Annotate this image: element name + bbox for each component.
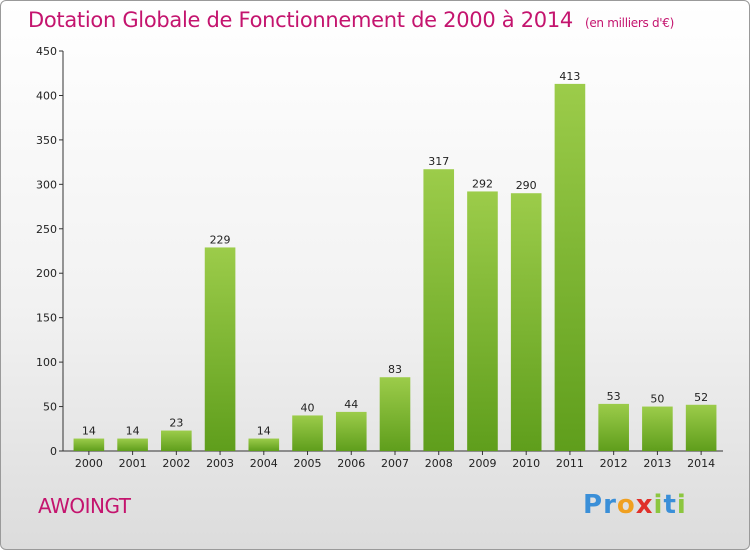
bar-value-label: 292 bbox=[472, 177, 493, 190]
bar-value-label: 14 bbox=[126, 425, 140, 438]
bar bbox=[467, 191, 498, 451]
y-tick-label: 150 bbox=[36, 312, 57, 325]
bar bbox=[685, 404, 717, 451]
y-tick-label: 450 bbox=[36, 45, 57, 58]
bar bbox=[510, 193, 542, 451]
title-text: Dotation Globale de Fonctionnement de 20… bbox=[28, 8, 573, 32]
y-tick-label: 0 bbox=[50, 445, 57, 458]
bar bbox=[161, 430, 192, 451]
y-tick-label: 400 bbox=[36, 89, 57, 102]
x-tick-label: 2012 bbox=[600, 457, 628, 470]
y-tick-label: 100 bbox=[36, 356, 57, 369]
x-tick-label: 2005 bbox=[294, 457, 322, 470]
bar bbox=[554, 83, 586, 451]
bar bbox=[73, 438, 105, 451]
x-tick-label: 2001 bbox=[119, 457, 147, 470]
logo-letter: t bbox=[663, 490, 677, 520]
bar bbox=[335, 411, 367, 451]
bar-value-label: 52 bbox=[694, 391, 708, 404]
x-tick-label: 2004 bbox=[250, 457, 278, 470]
chart-value-labels: 14 14 23 229 14 40 44 83 317 292 290 413 53 50 52 bbox=[82, 70, 708, 438]
bar bbox=[292, 415, 323, 451]
x-tick-label: 2006 bbox=[337, 457, 365, 470]
x-tick-label: 2007 bbox=[381, 457, 409, 470]
bar-value-label: 14 bbox=[82, 425, 96, 438]
bar bbox=[423, 169, 455, 451]
logo-letter: o bbox=[616, 490, 636, 520]
bar bbox=[204, 247, 236, 451]
bar-value-label: 53 bbox=[607, 390, 621, 403]
x-tick-label: 2000 bbox=[75, 457, 103, 470]
bar-value-label: 23 bbox=[169, 417, 183, 430]
chart-subtitle: (en milliers d'€) bbox=[584, 16, 674, 30]
bar-value-label: 317 bbox=[428, 155, 449, 168]
x-tick-label: 2003 bbox=[206, 457, 234, 470]
logo-letter: r bbox=[603, 490, 617, 520]
bar-value-label: 290 bbox=[516, 179, 537, 192]
bar-value-label: 229 bbox=[210, 233, 231, 246]
bar-value-label: 44 bbox=[344, 398, 358, 411]
bar-value-label: 40 bbox=[301, 401, 315, 414]
bar-value-label: 14 bbox=[257, 425, 271, 438]
x-tick-label: 2008 bbox=[425, 457, 453, 470]
x-tick-label: 2002 bbox=[162, 457, 190, 470]
y-tick-label: 300 bbox=[36, 178, 57, 191]
proxiti-logo: Proxiti bbox=[583, 490, 687, 520]
logo-letter: i bbox=[653, 490, 664, 520]
x-tick-label: 2011 bbox=[556, 457, 584, 470]
y-tick-label: 350 bbox=[36, 134, 57, 147]
y-tick-label: 200 bbox=[36, 267, 57, 280]
commune-name: AWOINGT bbox=[38, 494, 131, 518]
chart-title: Dotation Globale de Fonctionnement de 20… bbox=[28, 8, 674, 32]
bar bbox=[379, 377, 411, 451]
bar-value-label: 413 bbox=[559, 70, 580, 83]
x-tick-label: 2014 bbox=[687, 457, 715, 470]
bar-value-label: 83 bbox=[388, 363, 402, 376]
x-tick-label: 2010 bbox=[512, 457, 540, 470]
chart-bars bbox=[73, 83, 717, 451]
bar bbox=[248, 438, 280, 451]
logo-letter: i bbox=[676, 490, 687, 520]
bar-value-label: 50 bbox=[650, 393, 664, 406]
bar bbox=[598, 403, 629, 451]
logo-letter: x bbox=[635, 490, 654, 520]
bar bbox=[642, 406, 673, 451]
bar bbox=[117, 438, 148, 451]
y-tick-label: 50 bbox=[43, 401, 57, 414]
x-tick-label: 2013 bbox=[643, 457, 671, 470]
logo-letter: P bbox=[583, 490, 604, 520]
x-tick-label: 2009 bbox=[468, 457, 496, 470]
y-tick-label: 250 bbox=[36, 223, 57, 236]
